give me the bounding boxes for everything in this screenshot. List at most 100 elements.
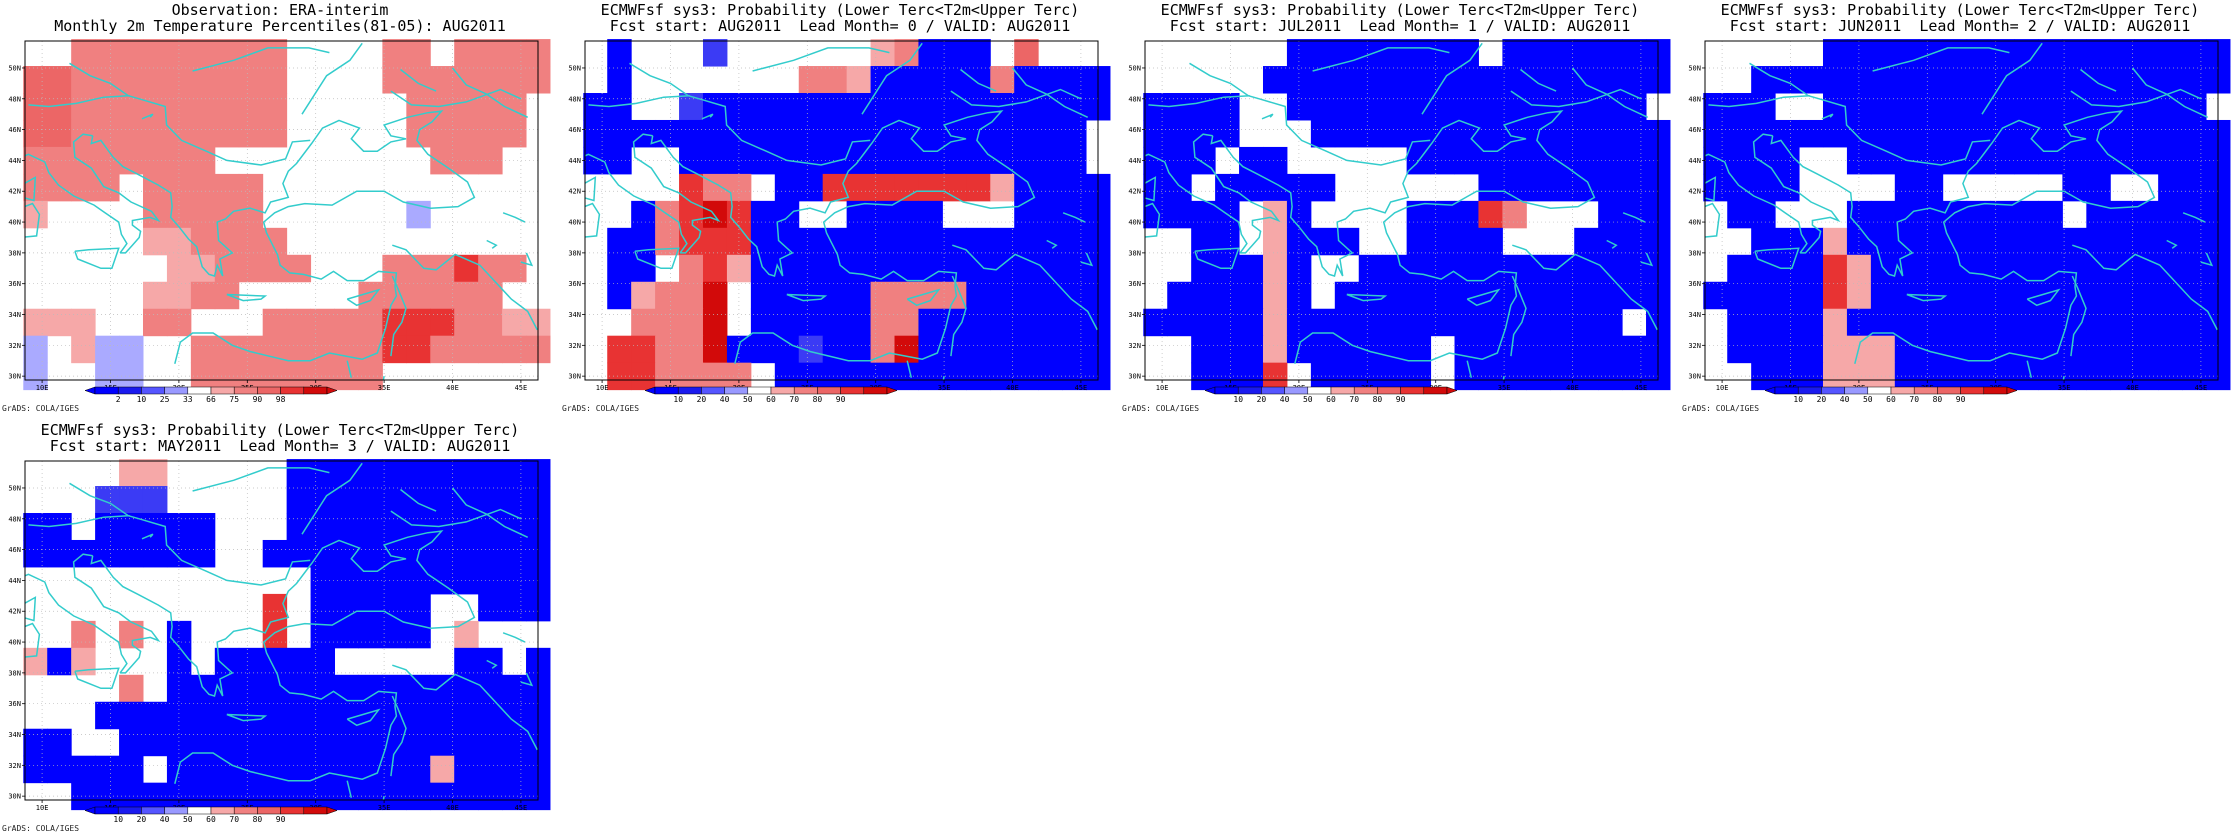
grid-cell [382, 459, 407, 487]
grid-cell [2086, 173, 2111, 202]
grid-cell [430, 119, 455, 148]
grid-cell [1062, 173, 1087, 202]
grid-cell [1894, 66, 1920, 94]
grid-cell [870, 39, 896, 67]
map-plot: 30N32N34N36N38N40N42N44N46N48N50N10E15E2… [1128, 39, 1671, 404]
grid-cell [47, 173, 72, 202]
colorbar-swatch [94, 386, 119, 395]
coastline [1510, 88, 1642, 108]
grid-cell [190, 281, 216, 310]
lat-label: 32N [8, 342, 21, 350]
grid-cell [1038, 119, 1063, 148]
grid-cell [679, 281, 704, 310]
grid-cell [1942, 119, 1968, 148]
colorbar-label: 70 [1909, 395, 1919, 404]
colorbar: 10 20 40 50 60 70 80 90 [1764, 386, 2018, 404]
grid-cell [1215, 362, 1240, 391]
grid-cell [870, 227, 896, 256]
grid-cell [966, 335, 991, 364]
grid-cell [631, 362, 656, 391]
grid-cell [478, 728, 503, 757]
colorbar-label: 50 [1303, 395, 1313, 404]
grid-cell [1454, 227, 1479, 256]
grid-cell [1894, 173, 1920, 202]
grid-cell [238, 93, 264, 121]
lat-label: 36N [1128, 280, 1141, 288]
coastline [2080, 68, 2117, 92]
coastline [1821, 113, 1834, 120]
grid-cell [262, 674, 288, 703]
grid-cell [190, 93, 216, 121]
grid-cell [2110, 362, 2135, 391]
grid-cell [1822, 119, 1848, 148]
grid-cell [142, 66, 168, 94]
grid-cell [262, 782, 288, 811]
grid-cell [1622, 254, 1647, 283]
coastlines [25, 462, 538, 800]
panel-subtitle: Fcst start: JUL2011 Lead Month= 1 / VALI… [1169, 17, 1631, 35]
grid-cell [71, 308, 96, 337]
grid-cell [1038, 335, 1063, 364]
grid-cell [310, 728, 336, 757]
grid-cell [382, 254, 407, 283]
lat-label: 42N [8, 188, 21, 196]
grid-cell [1406, 227, 1432, 256]
grid-cell [726, 362, 752, 391]
grid-cell [71, 755, 96, 784]
lat-label: 44N [8, 157, 21, 165]
grid-cell [1454, 66, 1479, 94]
grid-cell [2062, 146, 2087, 175]
grid-cell [310, 362, 336, 391]
colorbar-label: 66 [206, 395, 216, 404]
colorbar-swatch [1377, 386, 1401, 395]
colorbar-swatch [1913, 386, 1938, 395]
coastline [486, 659, 498, 669]
colorbar-label: 80 [1933, 395, 1943, 404]
grid-cell [1454, 93, 1479, 121]
grid-cell [1239, 146, 1264, 175]
grid-cell [2014, 200, 2039, 229]
grid-cell [430, 459, 455, 487]
grid-cell [2014, 308, 2039, 337]
grid-cell [894, 66, 919, 94]
grid-cell [166, 281, 192, 310]
coastline [2131, 67, 2209, 118]
coastline [1148, 94, 1250, 108]
grid-cell [95, 701, 120, 730]
grid-cell [1062, 119, 1087, 148]
coastline [346, 360, 353, 378]
grid-cell [190, 513, 216, 541]
grid-cell [1358, 308, 1384, 337]
coastline [192, 467, 330, 492]
grid-cell [1574, 93, 1599, 121]
grid-cell [478, 674, 503, 703]
lat-label: 34N [568, 311, 581, 319]
grid-cell [679, 308, 704, 337]
lon-label: 10E [36, 804, 49, 812]
grid-cell [1215, 119, 1240, 148]
grid-cell [1966, 119, 1992, 148]
lat-label: 30N [8, 793, 21, 801]
lon-label: 40E [446, 804, 459, 812]
grid-cell [23, 539, 48, 568]
grid-cell [966, 308, 991, 337]
grid-cell [1262, 362, 1288, 391]
grid-cell [798, 66, 824, 94]
grid-cell [726, 254, 752, 283]
lon-label: 45E [1635, 384, 1648, 392]
coastline [1705, 202, 1721, 238]
grid-cell [918, 39, 943, 67]
colorbar-label: 80 [813, 395, 823, 404]
grid-cell [142, 281, 168, 310]
grid-cell [454, 308, 479, 337]
grid-cell [1942, 39, 1968, 67]
lat-label: 30N [1688, 373, 1701, 381]
coastline [301, 462, 363, 535]
grid-cell [262, 335, 288, 364]
grid-cell [190, 755, 216, 784]
grid-cell [990, 66, 1015, 94]
lon-label: 40E [446, 384, 459, 392]
lat-label: 44N [1688, 157, 1701, 165]
grid-cell [1014, 119, 1039, 148]
grid-cell [190, 539, 216, 568]
